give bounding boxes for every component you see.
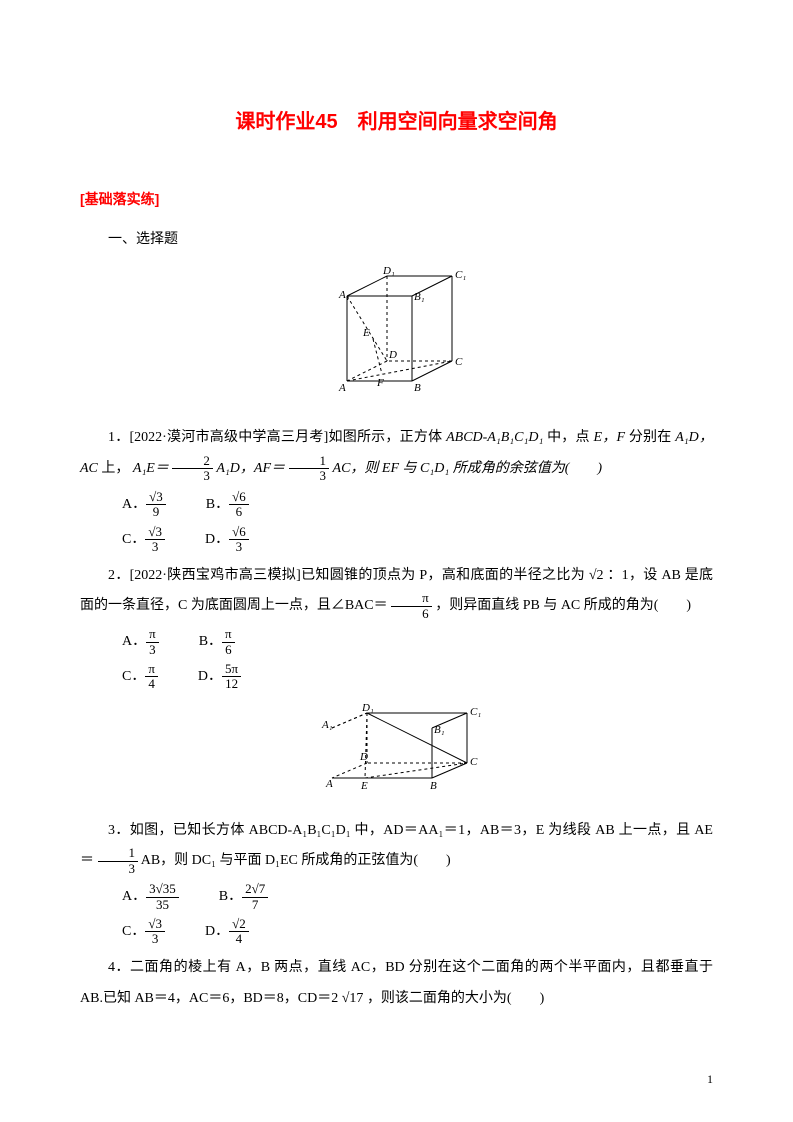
q1-optB-label: B．: [206, 497, 229, 512]
q2-fd: 6: [391, 607, 432, 621]
q2-optD-d: 12: [222, 677, 241, 691]
q3-optD-n: √2: [229, 917, 249, 932]
q2-t1: 2．[2022·陕西宝鸡市高三模拟]已知圆锥的顶点为 P，高和底面的半径之比为: [108, 568, 585, 583]
q1-optD-label: D．: [205, 532, 229, 547]
q1-t1: 1．[2022·漠河市高级中学高三月考]如图所示，正方体: [108, 430, 442, 445]
q1-ef: E，F: [594, 430, 626, 445]
q1-optA-label: A．: [122, 497, 146, 512]
fig1-B: B: [414, 382, 421, 394]
q3-fn: 1: [98, 846, 139, 861]
fig1-D: D: [388, 349, 397, 361]
fig2-D1: D₁: [361, 703, 374, 714]
q2-optB-label: B．: [199, 634, 222, 649]
page-title: 课时作业45 利用空间向量求空间角: [80, 100, 713, 144]
fig1-D1: D₁: [382, 266, 395, 277]
fig2-C: C: [470, 756, 478, 768]
q2-optC-d: 4: [145, 677, 158, 691]
q1-body: ABCD-A₁B₁C₁D₁: [446, 430, 543, 445]
q1-optA-n: √3: [146, 490, 166, 505]
fig2-B: B: [430, 780, 437, 792]
q3-optD-label: D．: [205, 924, 229, 939]
fig2-B1: B₁: [434, 724, 445, 736]
q1-f1n: 2: [172, 454, 213, 469]
q2-optB-d: 6: [222, 643, 235, 657]
fig1-E: E: [362, 327, 370, 339]
q2-sqrt2: √2: [589, 568, 604, 583]
q2-tail: ，则异面直线 PB 与 AC 所成的角为( ): [435, 598, 691, 613]
q1-on: 上，: [101, 461, 129, 476]
q2-optA-d: 3: [146, 643, 159, 657]
q3-optC-d: 3: [145, 932, 165, 946]
fig1-C1: C₁: [455, 269, 466, 281]
q1-t2: 中，点: [547, 430, 590, 445]
section-header: [基础落实练]: [80, 184, 713, 215]
q2-optD-n: 5π: [222, 662, 241, 677]
fig1-B1: B₁: [414, 291, 425, 303]
fig1-A1: A₁: [338, 289, 350, 301]
q3-options: A．3√3535 B．2√77 C．√33 D．√24: [122, 882, 713, 948]
fig2-E: E: [360, 780, 368, 792]
question-3: 3．如图，已知长方体 ABCD-A₁B₁C₁D₁ 中，AD＝AA₁＝1，AB＝3…: [80, 816, 713, 878]
figure-1: A₁ B₁ C₁ D₁ A B C D E F: [80, 266, 713, 414]
q2-optC-n: π: [145, 662, 158, 677]
q1-optD-n: √6: [229, 525, 249, 540]
q1-optD-d: 3: [229, 540, 249, 554]
q3-optC-label: C．: [122, 924, 145, 939]
q3-optB-label: B．: [219, 889, 242, 904]
page-number: 1: [707, 1066, 713, 1092]
figure-2: A B C D A₁ B₁ C₁ D₁ E: [80, 703, 713, 806]
fig2-A: A: [325, 778, 333, 790]
q3-optA-n: 3√35: [146, 882, 179, 897]
q4-s17: √17: [342, 991, 364, 1006]
q2-optD-label: D．: [198, 669, 222, 684]
q2-options: A．π3 B．π6 C．π4 D．5π12: [122, 627, 713, 693]
q1-options: A．√39 B．√66 C．√33 D．√63: [122, 490, 713, 556]
q1-eq1r: A₁D，AF＝: [216, 461, 285, 476]
fig1-F: F: [376, 377, 384, 389]
fig2-D: D: [359, 751, 368, 763]
q1-f2n: 1: [289, 454, 330, 469]
q1-optC-label: C．: [122, 532, 145, 547]
part-a-label: 一、选择题: [80, 225, 713, 256]
q3-tail: AB，则 DC₁ 与平面 D₁EC 所成角的正弦值为( ): [141, 853, 451, 868]
q1-t3: 分别在: [629, 430, 672, 445]
q3-optA-d: 35: [146, 898, 179, 912]
q3-optD-d: 4: [229, 932, 249, 946]
q3-optB-d: 7: [242, 898, 268, 912]
question-4: 4．二面角的棱上有 A，B 两点，直线 AC，BD 分别在这个二面角的两个半平面…: [80, 953, 713, 1015]
q2-optC-label: C．: [122, 669, 145, 684]
q1-eq1l: A₁E＝: [133, 461, 169, 476]
q1-f2d: 3: [289, 469, 330, 483]
q1-f1d: 3: [172, 469, 213, 483]
fig2-A1: A₁: [321, 719, 333, 731]
q1-optC-n: √3: [145, 525, 165, 540]
fig1-A: A: [338, 382, 346, 394]
q1-optA-d: 9: [146, 505, 166, 519]
q1-eq2r: AC，则 EF 与 C₁D₁ 所成角的余弦值为( ): [333, 461, 603, 476]
q3-fd: 3: [98, 862, 139, 876]
q2-optA-n: π: [146, 627, 159, 642]
q1-optB-n: √6: [229, 490, 249, 505]
q4-tail: ，则该二面角的大小为( ): [367, 991, 544, 1006]
fig1-C: C: [455, 356, 463, 368]
question-2: 2．[2022·陕西宝鸡市高三模拟]已知圆锥的顶点为 P，高和底面的半径之比为 …: [80, 561, 713, 623]
q2-fn: π: [391, 591, 432, 606]
q2-optB-n: π: [222, 627, 235, 642]
q3-optC-n: √3: [145, 917, 165, 932]
q1-optB-d: 6: [229, 505, 249, 519]
q3-optA-label: A．: [122, 889, 146, 904]
q2-optA-label: A．: [122, 634, 146, 649]
question-1: 1．[2022·漠河市高级中学高三月考]如图所示，正方体 ABCD-A₁B₁C₁…: [80, 423, 713, 485]
fig2-C1: C₁: [470, 706, 481, 718]
q1-optC-d: 3: [145, 540, 165, 554]
q3-optB-n: 2√7: [242, 882, 268, 897]
